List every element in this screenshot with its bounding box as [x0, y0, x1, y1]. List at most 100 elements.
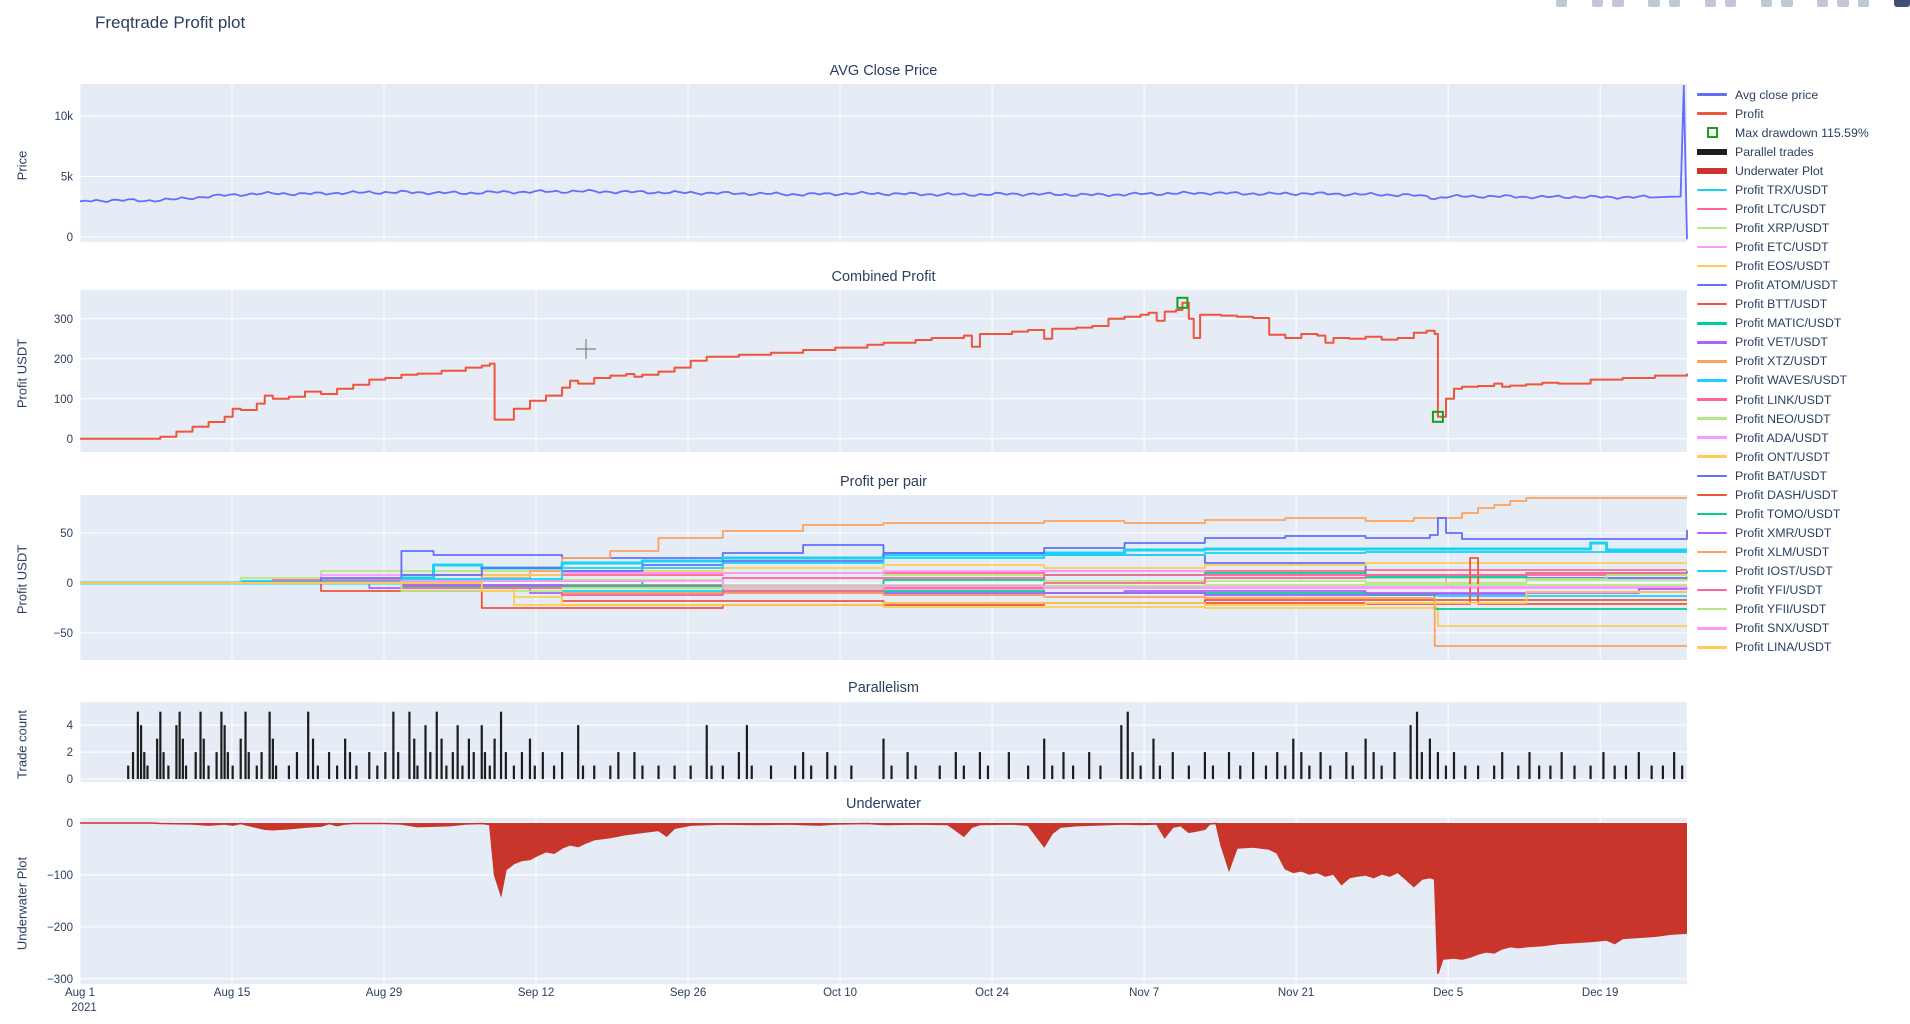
svg-text:0: 0: [67, 774, 73, 786]
series-swatch-icon: [1697, 302, 1727, 306]
legend-item-label: Profit MATIC/USDT: [1735, 316, 1842, 331]
svg-text:−50: −50: [53, 628, 73, 640]
legend-item[interactable]: Parallel trades: [1697, 142, 1909, 161]
svg-text:Sep 26: Sep 26: [670, 987, 706, 999]
series-swatch-icon: [1697, 569, 1727, 573]
zoom-out-button[interactable]: [1724, 0, 1737, 7]
svg-text:Dec 19: Dec 19: [1582, 987, 1618, 999]
legend-item-label: Profit YFI/USDT: [1735, 583, 1823, 598]
series-swatch-icon: [1697, 93, 1727, 96]
legend-item[interactable]: Profit EOS/USDT: [1697, 257, 1909, 276]
series-swatch-icon: [1697, 493, 1727, 497]
svg-text:2: 2: [67, 747, 73, 759]
svg-text:Nov 7: Nov 7: [1129, 987, 1159, 999]
legend-item[interactable]: Profit YFI/USDT: [1697, 581, 1909, 600]
legend-item[interactable]: Profit XRP/USDT: [1697, 218, 1909, 237]
legend-item[interactable]: Max drawdown 115.59%: [1697, 123, 1909, 142]
legend-item-label: Profit ADA/USDT: [1735, 430, 1829, 445]
series-swatch-icon: [1697, 322, 1727, 325]
hover-compare-button[interactable]: [1857, 0, 1870, 7]
series-swatch-icon: [1697, 436, 1727, 439]
legend-item-label: Profit LINK/USDT: [1735, 392, 1832, 407]
legend-item-label: Profit WAVES/USDT: [1735, 373, 1848, 388]
svg-text:4: 4: [67, 720, 74, 732]
modebar: [1556, 0, 1910, 7]
series-swatch-icon: [1697, 607, 1727, 611]
y-axis-label-profit-usdt: Profit USDT: [14, 338, 30, 409]
svg-text:Nov 21: Nov 21: [1278, 987, 1314, 999]
page-title: Freqtrade Profit plot: [95, 13, 246, 32]
legend-item[interactable]: Profit ATOM/USDT: [1697, 276, 1909, 295]
legend-item[interactable]: Profit XMR/USDT: [1697, 523, 1909, 542]
legend-item[interactable]: Profit ONT/USDT: [1697, 447, 1909, 466]
series-swatch-icon: [1697, 207, 1727, 211]
camera-button[interactable]: [1556, 0, 1568, 7]
autoscale-button[interactable]: [1760, 0, 1773, 7]
legend-item-label: Profit TOMO/USDT: [1735, 506, 1841, 521]
subplot-title-parallelism: Parallelism: [848, 680, 919, 696]
svg-text:0: 0: [67, 434, 73, 446]
svg-text:Aug 29: Aug 29: [366, 987, 402, 999]
zoom-button[interactable]: [1591, 0, 1604, 7]
reset-axes-button[interactable]: [1781, 0, 1793, 7]
legend-item-label: Profit LTC/USDT: [1735, 201, 1827, 216]
svg-text:Sep 12: Sep 12: [518, 987, 554, 999]
legend-item[interactable]: Profit SNX/USDT: [1697, 619, 1909, 638]
legend-item[interactable]: Profit IOST/USDT: [1697, 562, 1909, 581]
legend-item[interactable]: Profit BAT/USDT: [1697, 466, 1909, 485]
subplot-title-combined: Combined Profit: [831, 269, 936, 285]
legend-item[interactable]: Profit ETC/USDT: [1697, 238, 1909, 257]
legend-item[interactable]: Profit YFII/USDT: [1697, 600, 1909, 619]
legend-item[interactable]: Profit XTZ/USDT: [1697, 352, 1909, 371]
svg-text:2021: 2021: [71, 1002, 97, 1014]
legend-item[interactable]: Profit BTT/USDT: [1697, 295, 1909, 314]
pan-button[interactable]: [1612, 0, 1624, 7]
legend-item[interactable]: Profit XLM/USDT: [1697, 543, 1909, 562]
legend-item[interactable]: Profit WAVES/USDT: [1697, 371, 1909, 390]
legend-item[interactable]: Profit MATIC/USDT: [1697, 314, 1909, 333]
box-select-button[interactable]: [1648, 0, 1660, 7]
legend-item-label: Profit ONT/USDT: [1735, 449, 1830, 464]
max-drawdown-marker-icon: [1697, 127, 1727, 139]
legend-item-label: Profit DASH/USDT: [1735, 487, 1839, 502]
legend-item[interactable]: Profit VET/USDT: [1697, 333, 1909, 352]
legend-item[interactable]: Profit NEO/USDT: [1697, 409, 1909, 428]
svg-text:Aug 1: Aug 1: [65, 987, 95, 999]
legend-item-label: Profit XLM/USDT: [1735, 545, 1830, 560]
legend-item[interactable]: Profit LINA/USDT: [1697, 638, 1909, 657]
y-axis-label-underwater: Underwater Plot: [14, 856, 30, 951]
legend-item[interactable]: Profit ADA/USDT: [1697, 428, 1909, 447]
subplot-title-underwater: Underwater: [846, 796, 921, 812]
legend-item-label: Avg close price: [1735, 87, 1819, 102]
legend-item[interactable]: Profit TRX/USDT: [1697, 180, 1909, 199]
zoom-in-button[interactable]: [1704, 0, 1716, 7]
legend-item[interactable]: Profit DASH/USDT: [1697, 485, 1909, 504]
legend-item[interactable]: Underwater Plot: [1697, 161, 1909, 180]
series-swatch-icon: [1697, 417, 1727, 420]
legend-item-label: Profit NEO/USDT: [1735, 411, 1831, 426]
legend-item-label: Profit ATOM/USDT: [1735, 278, 1838, 293]
svg-text:10k: 10k: [54, 111, 73, 123]
series-swatch-icon: [1697, 646, 1727, 649]
legend-item[interactable]: Profit LTC/USDT: [1697, 199, 1909, 218]
svg-text:50: 50: [60, 528, 73, 540]
svg-text:−200: −200: [47, 922, 73, 934]
series-swatch-icon: [1697, 550, 1727, 554]
legend-item[interactable]: Profit: [1697, 104, 1909, 123]
series-swatch-icon: [1697, 341, 1727, 344]
svg-text:0: 0: [67, 578, 73, 590]
hover-closest-button[interactable]: [1837, 0, 1849, 7]
series-swatch-icon: [1697, 245, 1727, 249]
subplot-title-per-pair: Profit per pair: [839, 474, 928, 490]
legend-item[interactable]: Profit TOMO/USDT: [1697, 504, 1909, 523]
toggle-spikelines-button[interactable]: [1817, 0, 1829, 7]
y-axis-label-trade-count: Trade count: [14, 710, 30, 779]
series-swatch-icon: [1697, 188, 1727, 192]
lasso-button[interactable]: [1668, 0, 1680, 7]
legend-item[interactable]: Avg close price: [1697, 85, 1909, 104]
plotly-logo[interactable]: [1893, 0, 1910, 7]
legend-item[interactable]: Profit LINK/USDT: [1697, 390, 1909, 409]
series-swatch-icon: [1697, 379, 1727, 382]
